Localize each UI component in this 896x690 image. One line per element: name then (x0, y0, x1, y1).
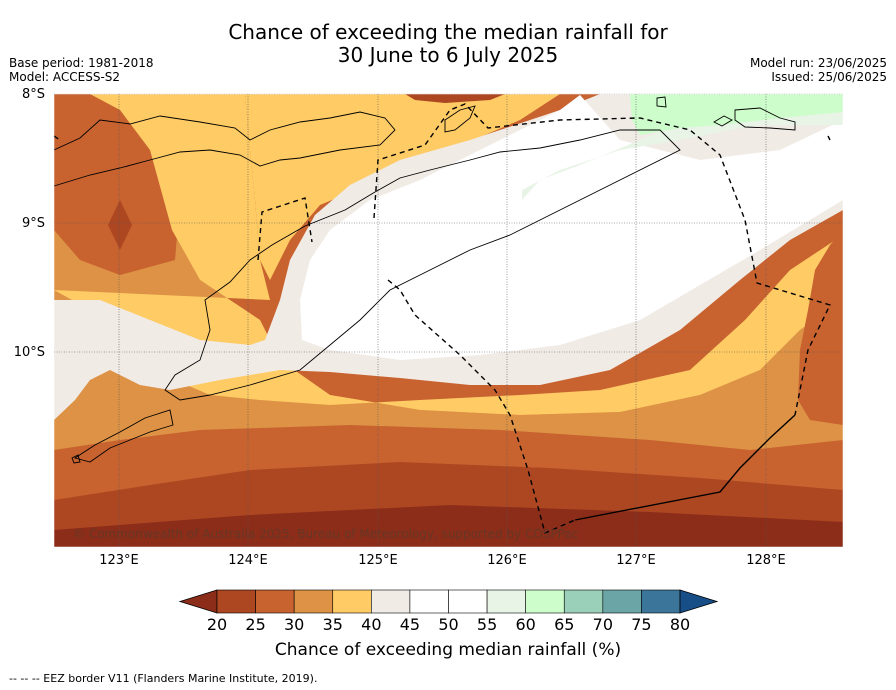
eez-border-dashed (53, 103, 831, 534)
map-title-line2: 30 June to 6 July 2025 (337, 43, 559, 67)
band-under-20-south (54, 505, 843, 547)
colorbar-tick-label: 60 (515, 615, 536, 634)
base-period-text: Base period: 1981-2018 (9, 56, 154, 70)
copyright-text: © Commonwealth of Australia 2025, Bureau… (73, 527, 579, 541)
flores-coast (53, 111, 396, 187)
colorbar-swatch (409, 589, 449, 614)
lat-label-9s: 9°S (21, 216, 45, 231)
band-45-55 (300, 95, 843, 360)
colorbar-swatch (525, 589, 565, 614)
wetar-coast (734, 107, 796, 131)
colorbar-tick-label: 40 (361, 615, 382, 634)
colorbar-arrow-low (178, 589, 218, 614)
colorbar-tick-label: 55 (476, 615, 498, 634)
colorbar-title: Chance of exceeding median rainfall (%) (274, 640, 622, 660)
colorbar-swatch (486, 589, 526, 614)
colorbar-swatch (371, 589, 411, 614)
colorbar-swatch (563, 589, 604, 614)
colorbar-swatch (332, 589, 372, 614)
band-35-40-north (245, 94, 560, 280)
lat-label-8s: 8°S (21, 87, 45, 102)
colorbar-swatch (641, 589, 681, 614)
map-frame (53, 93, 844, 548)
eez-border-east-tick (827, 135, 831, 141)
alor-coast (444, 105, 476, 133)
colorbar-tick-label: 45 (399, 615, 421, 634)
savu-coast (71, 454, 81, 464)
colorbar-tick-label: 80 (669, 615, 691, 634)
eez-border (53, 103, 831, 534)
lon-label-126e: 126°E (487, 553, 527, 568)
colorbar-arrow-high (679, 589, 719, 614)
colorbar-tick-label: 50 (438, 615, 459, 634)
tiny-islet (656, 96, 667, 108)
colorbar-tick-label: 25 (245, 615, 266, 634)
meta-right: Model run: 23/06/2025 Issued: 25/06/2025 (750, 56, 887, 84)
colorbar-tick-label: 30 (283, 615, 305, 634)
eez-border-solid (574, 414, 796, 521)
rainfall-probability-field (54, 94, 843, 547)
colorbar-swatch (448, 589, 488, 614)
timor-coast (164, 129, 681, 401)
colorbar-tick-label: 20 (206, 615, 228, 634)
lon-label-127e: 127°E (616, 553, 656, 568)
model-run-text: Model run: 23/06/2025 (749, 56, 887, 70)
lon-label-125e: 125°E (358, 553, 398, 568)
colorbar-tick-label: 70 (592, 615, 614, 634)
lat-label-10s: 10°S (13, 345, 45, 360)
band-55-60 (522, 94, 843, 200)
colorbar-tick-label: 75 (631, 615, 652, 634)
colorbar-swatch (255, 589, 295, 614)
issued-text: Issued: 25/06/2025 (771, 70, 887, 84)
lon-label-123e: 123°E (99, 553, 139, 568)
colorbar-swatch (602, 589, 642, 614)
wetar-islet (713, 115, 733, 127)
colorbar-tick-label: 65 (554, 615, 575, 634)
colorbar-tick-label: 35 (322, 615, 343, 634)
lon-label-124e: 124°E (228, 553, 268, 568)
colorbar-swatch (293, 589, 334, 614)
colorbar (178, 589, 719, 614)
meta-left: Base period: 1981-2018 Model: ACCESS-S2 (9, 56, 154, 84)
coastlines (53, 96, 796, 464)
band-25-30-east (798, 230, 843, 425)
eez-footnote: -- -- -- EEZ border V11 (Flanders Marine… (9, 672, 318, 685)
band-60-65 (630, 94, 843, 135)
model-text: Model: ACCESS-S2 (9, 70, 121, 84)
colorbar-swatch (216, 589, 256, 614)
map-title-line1: Chance of exceeding the median rainfall … (228, 20, 668, 44)
band-35-40 (54, 94, 843, 415)
band-20-25-west-diamond (108, 200, 132, 250)
band-20-25-north (405, 94, 505, 103)
lon-label-128e: 128°E (746, 553, 786, 568)
rote-coast (73, 409, 174, 463)
